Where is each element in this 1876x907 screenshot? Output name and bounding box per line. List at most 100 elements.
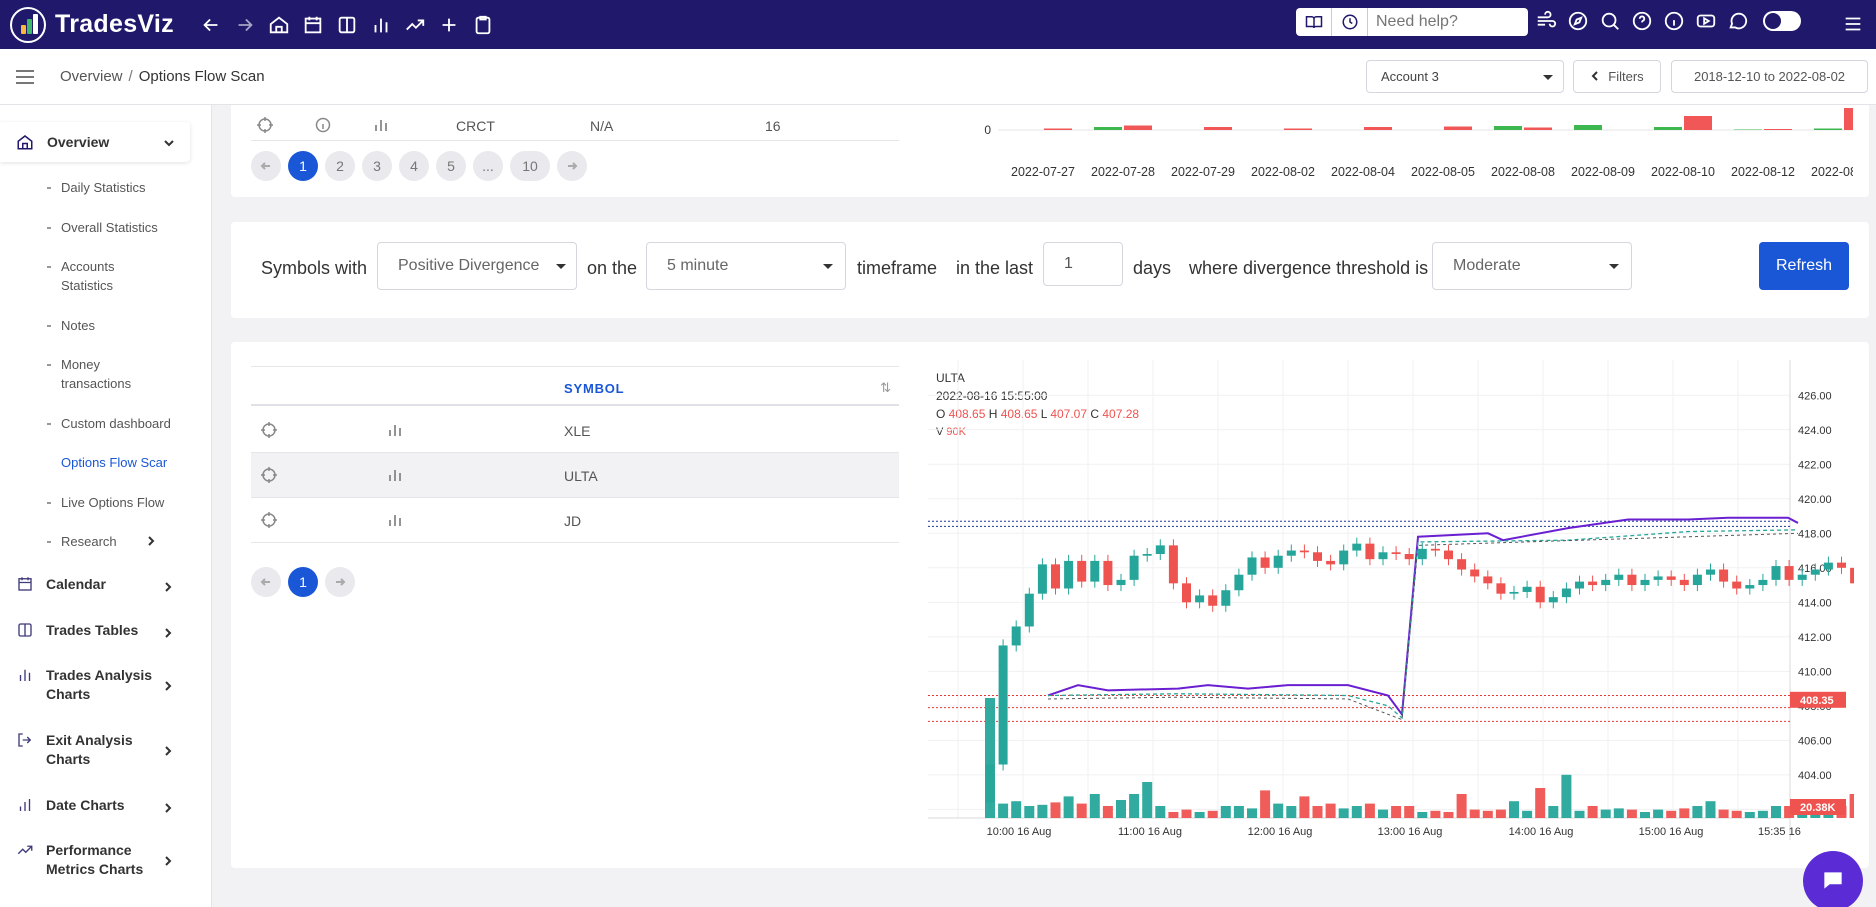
y-tick-label: 422.00 xyxy=(1798,459,1832,471)
candle-body xyxy=(1378,552,1388,560)
page-button[interactable]: 2 xyxy=(325,151,355,181)
sidebar-toggle-icon[interactable] xyxy=(16,66,34,88)
trend-icon[interactable] xyxy=(404,14,426,36)
sidebar-subitem-notes[interactable]: Notes xyxy=(47,316,191,335)
sidebar-item-overview[interactable]: Overview xyxy=(0,122,190,162)
wind-icon[interactable] xyxy=(1535,10,1557,32)
calendar-icon[interactable] xyxy=(302,14,324,36)
page-button[interactable]: 5 xyxy=(436,151,466,181)
page-button[interactable]: 1 xyxy=(288,567,318,597)
sidebar-subitem-options-flow-scan[interactable]: Options Flow Scar xyxy=(61,453,189,472)
columns-icon[interactable] xyxy=(336,14,358,36)
sidebar-item-exit-analysis-charts[interactable]: Exit Analysis Charts xyxy=(0,731,200,769)
divergence-select[interactable]: Positive Divergence xyxy=(377,242,577,290)
bar-red xyxy=(1764,129,1792,130)
symbol-column-header[interactable]: SYMBOL xyxy=(564,381,625,396)
bullet-icon xyxy=(47,541,51,543)
y-tick-label: 424.00 xyxy=(1798,425,1832,437)
target-icon[interactable] xyxy=(257,117,273,133)
page-button[interactable]: 3 xyxy=(362,151,392,181)
days-input[interactable] xyxy=(1043,242,1123,286)
sidebar-subitem-label: Overall Statistics xyxy=(61,220,158,235)
chat-support-button[interactable] xyxy=(1803,851,1863,907)
target-icon[interactable] xyxy=(261,467,277,483)
brand[interactable]: TradesViz xyxy=(10,6,200,43)
page-next-button[interactable] xyxy=(557,151,587,181)
sidebar-item-trades-analysis-charts[interactable]: Trades Analysis Charts xyxy=(0,666,200,704)
chevron-right-icon xyxy=(163,625,173,643)
clipboard-icon[interactable] xyxy=(472,14,494,36)
trend-icon xyxy=(16,841,34,859)
sidebar-subitem-daily-statistics[interactable]: Daily Statistics xyxy=(47,178,191,197)
page-prev-button[interactable] xyxy=(251,151,281,181)
youtube-icon[interactable] xyxy=(1695,10,1717,32)
menu-icon[interactable] xyxy=(1842,13,1864,35)
price-chart[interactable]: ULTA 2022-08-16 15:55:00 O 408.65 H 408.… xyxy=(928,360,1876,840)
home-icon[interactable] xyxy=(268,14,290,36)
sidebar-item-label: Performance Metrics Charts xyxy=(46,842,144,877)
clock-icon[interactable] xyxy=(1332,8,1368,36)
sidebar-subitem-research[interactable]: Research xyxy=(47,532,191,551)
filters-button[interactable]: Filters xyxy=(1573,60,1661,93)
sidebar-subitem-custom-dashboard[interactable]: Custom dashboard xyxy=(47,414,191,433)
threshold-select[interactable]: Moderate xyxy=(1432,242,1632,290)
chat-icon[interactable] xyxy=(1727,10,1749,32)
sidebar-item-calendar[interactable]: Calendar xyxy=(0,575,200,594)
help-input[interactable] xyxy=(1368,9,1518,35)
bar-chart-icon[interactable] xyxy=(388,513,402,527)
sidebar-item-trades-tables[interactable]: Trades Tables xyxy=(0,621,200,640)
candlestick-chart[interactable]: ULTA 2022-08-16 15:55:00 O 408.65 H 408.… xyxy=(928,360,1876,840)
info-icon[interactable] xyxy=(1663,10,1685,32)
search-icon[interactable] xyxy=(1599,10,1621,32)
breadcrumb-root[interactable]: Overview xyxy=(60,68,123,85)
arrow-left-icon[interactable] xyxy=(200,14,222,36)
target-icon[interactable] xyxy=(261,512,277,528)
bar-chart-icon[interactable] xyxy=(388,468,402,482)
candle-body xyxy=(1404,554,1414,560)
bar-chart-icon[interactable] xyxy=(388,423,402,437)
target-icon[interactable] xyxy=(261,422,277,438)
table-row[interactable]: JD xyxy=(251,498,899,543)
bar-chart-icon[interactable] xyxy=(374,118,388,132)
filter-text: timeframe xyxy=(857,258,938,278)
sidebar-item-date-charts[interactable]: Date Charts xyxy=(0,796,200,815)
volume-bar xyxy=(1613,808,1624,818)
sidebar-subitem-live-options-flow[interactable]: Live Options Flow xyxy=(47,493,191,512)
sidebar-subitem-money-transactions[interactable]: Money transactions xyxy=(47,355,141,393)
date-range-button[interactable]: 2018-12-10 to 2022-08-02 xyxy=(1671,60,1868,93)
volume-bar xyxy=(1063,796,1074,818)
compass-icon[interactable] xyxy=(1567,10,1589,32)
question-icon[interactable] xyxy=(1631,10,1653,32)
chart-timestamp: 2022-08-16 15:55:00 xyxy=(936,389,1048,403)
sort-icon[interactable]: ⇅ xyxy=(880,380,891,395)
volume-bar xyxy=(1509,801,1519,818)
timeframe-select[interactable]: 5 minute xyxy=(646,242,846,290)
page-ellipsis: ... xyxy=(473,151,503,181)
table-row[interactable]: ULTA xyxy=(251,453,899,498)
page-button[interactable]: 10 xyxy=(510,151,550,181)
sidebar-item-performance-metrics-charts[interactable]: Performance Metrics Charts xyxy=(0,841,200,879)
last-price-label: 408.35 xyxy=(1800,695,1834,707)
candle-body xyxy=(1535,586,1545,603)
page-next-button[interactable] xyxy=(325,567,355,597)
arrow-right-icon[interactable] xyxy=(234,14,256,36)
account-select[interactable]: Account 3 xyxy=(1366,60,1564,93)
page-button[interactable]: 4 xyxy=(399,151,429,181)
x-tick-label: 2022-08-16 xyxy=(1811,165,1853,179)
ohlc-high: 408.65 xyxy=(1001,407,1038,421)
book-icon[interactable] xyxy=(1296,8,1332,36)
candle-body xyxy=(1051,564,1060,589)
page-prev-button[interactable] xyxy=(251,567,281,597)
candle-body xyxy=(1561,588,1571,598)
page-button[interactable]: 1 xyxy=(288,151,318,181)
sidebar-subitem-overall-statistics[interactable]: Overall Statistics xyxy=(47,218,191,237)
sidebar-subitem-accounts-statistics[interactable]: Accounts Statistics xyxy=(47,257,141,295)
plus-icon[interactable] xyxy=(438,14,460,36)
info-icon[interactable] xyxy=(315,117,331,133)
theme-toggle[interactable] xyxy=(1763,11,1801,31)
bar-chart-icon[interactable] xyxy=(370,14,392,36)
candle-body xyxy=(1221,590,1231,606)
sidebar-subitem-label: Live Options Flow xyxy=(61,495,165,510)
refresh-button[interactable]: Refresh xyxy=(1759,242,1849,290)
table-row[interactable]: XLE xyxy=(251,408,899,453)
